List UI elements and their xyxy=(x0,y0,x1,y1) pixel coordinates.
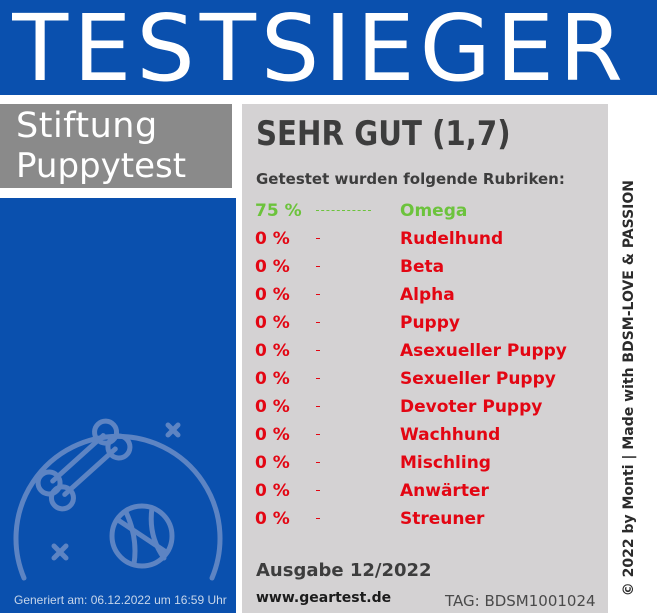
category-percent: 0 % xyxy=(255,509,290,529)
category-percent: 0 % xyxy=(255,285,290,305)
category-percent: 0 % xyxy=(255,229,290,249)
category-percent: 0 % xyxy=(255,453,290,473)
category-name: Rudelhund xyxy=(400,229,504,249)
category-row: 0 % Devoter Puppy xyxy=(0,395,600,419)
category-name: Asexueller Puppy xyxy=(400,341,567,361)
page-title: TESTSIEGER xyxy=(12,0,628,102)
category-percent: 0 % xyxy=(255,397,290,417)
category-row: 0 % Asexueller Puppy xyxy=(0,339,600,363)
category-row: 0 % Puppy xyxy=(0,311,600,335)
category-percent: 0 % xyxy=(255,313,290,333)
brand-box xyxy=(0,104,232,188)
category-row: 0 % Streuner xyxy=(0,507,600,531)
category-leader-dots xyxy=(316,518,320,519)
left-blue-panel xyxy=(0,198,236,613)
dog-toys-badge-icon xyxy=(13,418,223,581)
brand-line-1: Stiftung xyxy=(16,106,158,146)
tag-code: TAG: BDSM1001024 xyxy=(445,592,596,610)
category-name: Wachhund xyxy=(400,425,501,445)
category-name: Puppy xyxy=(400,313,460,333)
category-name: Omega xyxy=(400,201,468,221)
category-name: Streuner xyxy=(400,509,485,529)
category-leader-dots xyxy=(316,322,320,323)
category-row: 75 % Omega xyxy=(0,199,600,223)
category-row: 0 % Sexueller Puppy xyxy=(0,367,600,391)
category-percent: 0 % xyxy=(255,257,290,277)
category-percent: 75 % xyxy=(255,201,302,221)
category-name: Sexueller Puppy xyxy=(400,369,556,389)
category-leader-dots xyxy=(316,406,320,407)
title-divider xyxy=(0,95,657,100)
category-row: 0 % Anwärter xyxy=(0,479,600,503)
category-leader-dots xyxy=(316,210,371,211)
category-name: Beta xyxy=(400,257,445,277)
generated-timestamp: Generiert am: 06.12.2022 um 16:59 Uhr xyxy=(14,593,227,607)
side-credit-container: © 2022 by Monti | Made with BDSM-LOVE & … xyxy=(611,180,639,612)
category-leader-dots xyxy=(316,294,320,295)
category-name: Devoter Puppy xyxy=(400,397,543,417)
grade-heading: SEHR GUT (1,7) xyxy=(256,114,511,154)
category-leader-dots xyxy=(316,490,320,491)
result-panel xyxy=(242,104,608,613)
category-row: 0 % Mischling xyxy=(0,451,600,475)
category-leader-dots xyxy=(316,266,320,267)
category-percent: 0 % xyxy=(255,481,290,501)
category-leader-dots xyxy=(316,462,320,463)
category-percent: 0 % xyxy=(255,369,290,389)
category-row: 0 % Beta xyxy=(0,255,600,279)
category-percent: 0 % xyxy=(255,341,290,361)
rubric-subtitle: Getestet wurden folgende Rubriken: xyxy=(256,170,565,188)
brand-line-2: Puppytest xyxy=(16,146,187,186)
title-banner: TESTSIEGER xyxy=(0,0,657,102)
side-credit: © 2022 by Monti | Made with BDSM-LOVE & … xyxy=(621,180,637,597)
category-name: Anwärter xyxy=(400,481,489,501)
category-percent: 0 % xyxy=(255,425,290,445)
category-row: 0 % Rudelhund xyxy=(0,227,600,251)
issue-label: Ausgabe 12/2022 xyxy=(256,560,432,581)
category-name: Alpha xyxy=(400,285,455,305)
category-name: Mischling xyxy=(400,453,491,473)
category-leader-dots xyxy=(316,238,320,239)
category-row: 0 % Alpha xyxy=(0,283,600,307)
category-row: 0 % Wachhund xyxy=(0,423,600,447)
category-leader-dots xyxy=(316,350,320,351)
website-link[interactable]: www.geartest.de xyxy=(256,590,392,606)
category-leader-dots xyxy=(316,378,320,379)
category-leader-dots xyxy=(316,434,320,435)
